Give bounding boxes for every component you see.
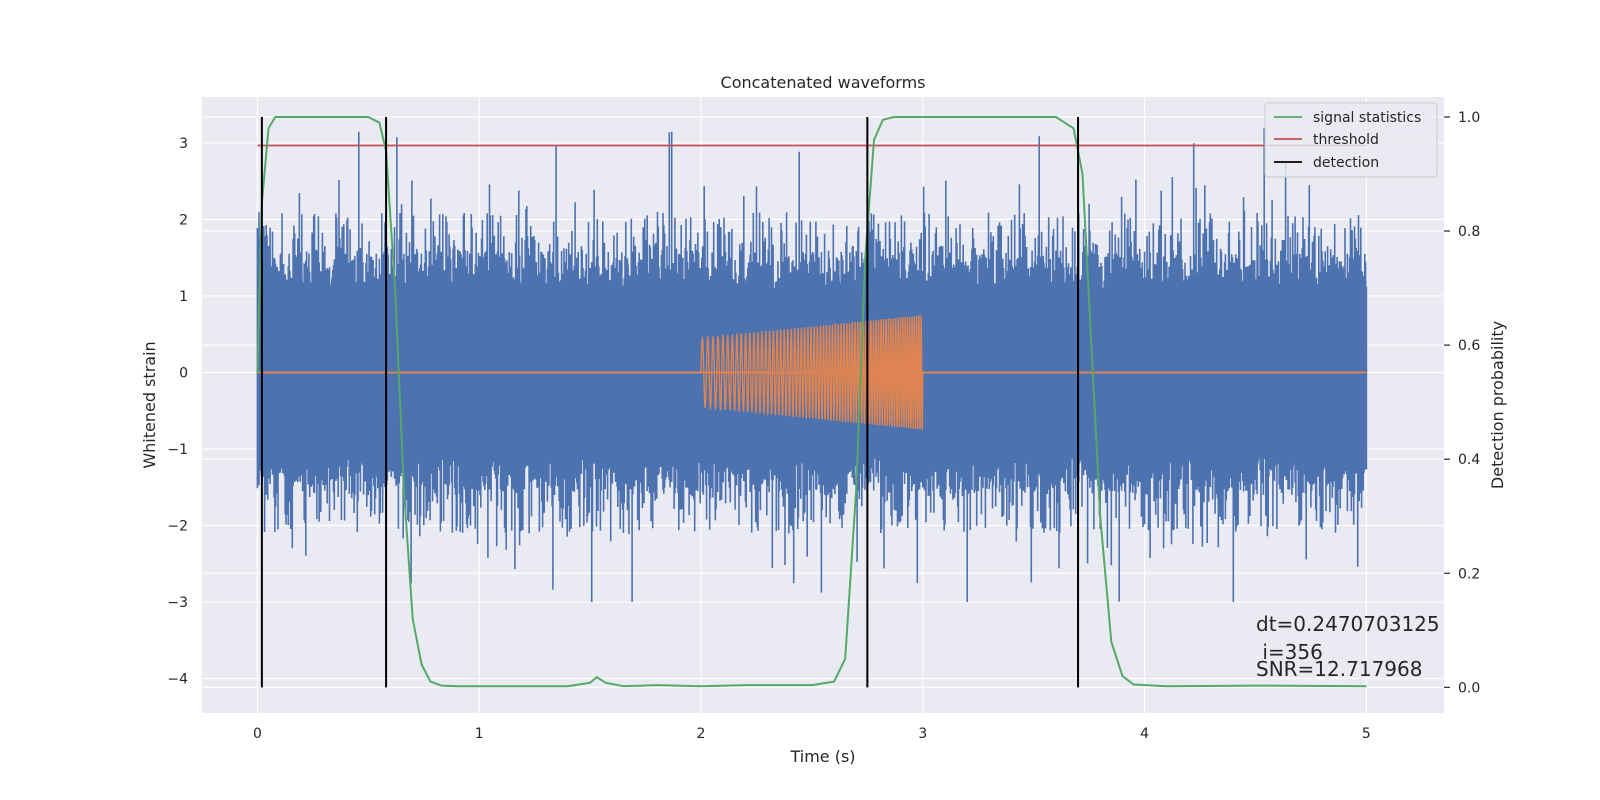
y2-tick-label: 0.4: [1458, 452, 1480, 468]
legend-label-detection: detection: [1313, 155, 1379, 171]
annotation-snr: SNR=12.717968: [1256, 657, 1422, 681]
y-axis-label: Whitened strain: [140, 341, 159, 468]
y-tick-label: 1: [179, 289, 188, 305]
y-tick-label: −2: [167, 519, 188, 535]
y-tick-label: 3: [179, 136, 188, 152]
x-tick-label: 5: [1362, 726, 1371, 742]
y2-tick-label: 0.2: [1458, 566, 1480, 582]
axis-ticks: 0 1 2 3 4 5 3 2 1 0 −1 −2 −3 −4 1.0 0.8 0.6 0.4 0.2 0.0: [167, 110, 1480, 742]
legend-label-threshold: threshold: [1313, 132, 1379, 148]
x-tick-label: 3: [918, 726, 927, 742]
y-tick-label: −3: [167, 595, 188, 611]
annotation-dt: dt=0.2470703125: [1256, 612, 1440, 636]
y2-axis-label: Detection probability: [1488, 321, 1507, 489]
x-tick-label: 1: [475, 726, 484, 742]
y-tick-label: 2: [179, 212, 188, 228]
y-tick-label: 0: [179, 365, 188, 381]
template-chirp: [700, 315, 924, 430]
x-tick-label: 0: [253, 726, 262, 742]
annotation-i: i=356: [1256, 640, 1323, 664]
y2-tick-label: 0.8: [1458, 224, 1480, 240]
y2-tick-label: 1.0: [1458, 110, 1480, 126]
legend-label-signal-statistics: signal statistics: [1313, 110, 1421, 126]
legend: signal statistics threshold detection: [1264, 102, 1438, 178]
y-tick-label: −4: [167, 672, 188, 688]
y-tick-label: −1: [167, 442, 188, 458]
x-tick-label: 2: [697, 726, 706, 742]
x-tick-label: 4: [1140, 726, 1149, 742]
template-series: [257, 315, 1367, 430]
chart-title: Concatenated waveforms: [721, 73, 926, 92]
y2-tick-label: 0.0: [1458, 680, 1480, 696]
legend-box: [1264, 102, 1438, 178]
y2-tick-label: 0.6: [1458, 338, 1480, 354]
x-axis-label: Time (s): [789, 747, 855, 766]
overlay-series: [256, 116, 1367, 688]
